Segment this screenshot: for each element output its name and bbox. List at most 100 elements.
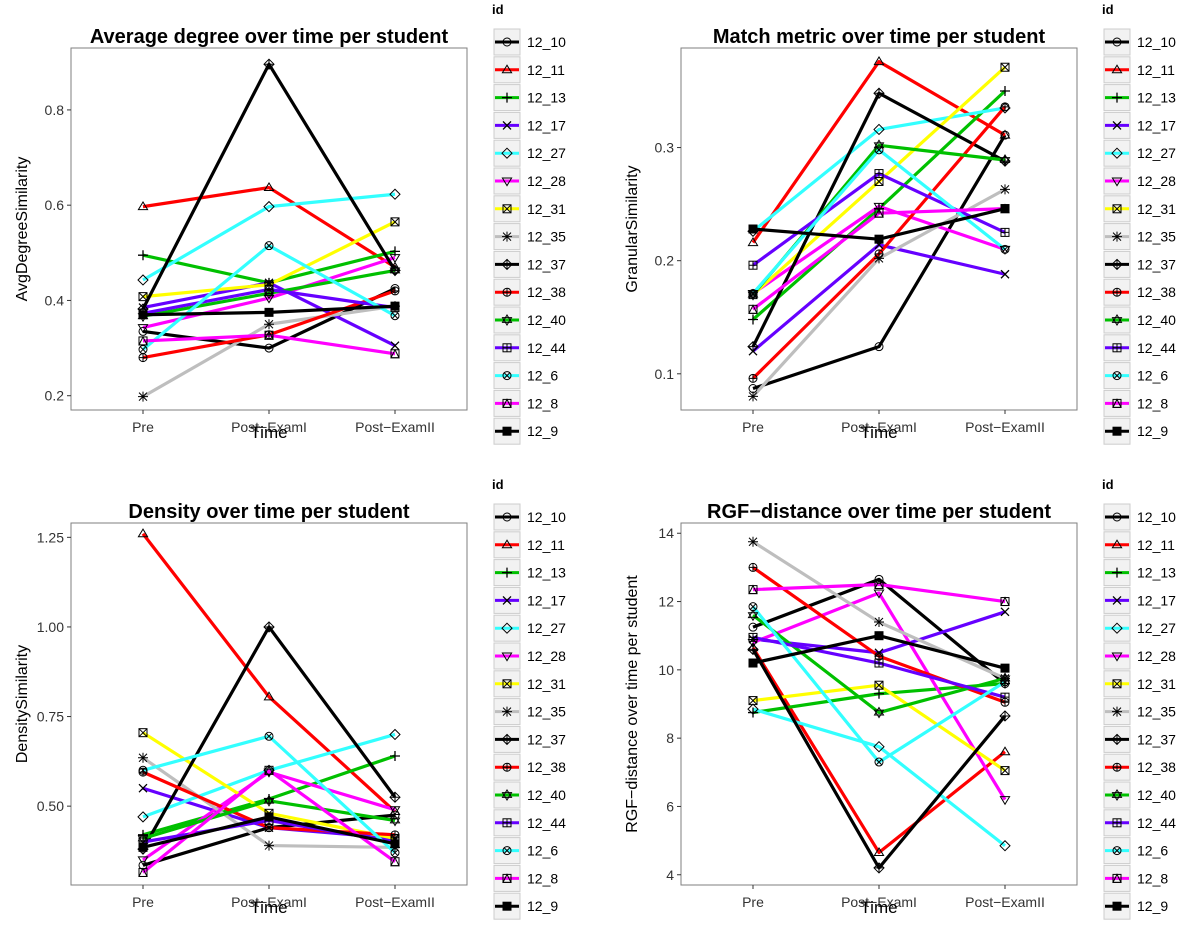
data-point-12_9 xyxy=(390,839,400,849)
legend-label: 12_8 xyxy=(1137,870,1168,886)
series-markers xyxy=(137,528,401,877)
data-point-12_8 xyxy=(264,765,274,775)
legend-item-12_10: 12_10 xyxy=(1103,28,1176,56)
legend-item-12_9: 12_9 xyxy=(493,417,558,445)
data-point-12_9 xyxy=(390,301,400,311)
legend-label: 12_10 xyxy=(527,509,566,525)
legend-item-12_35: 12_35 xyxy=(493,698,566,726)
data-point-12_27 xyxy=(389,188,401,200)
legend-label: 12_40 xyxy=(527,312,566,328)
series-line-12_10 xyxy=(752,577,1007,685)
legend-label: 12_28 xyxy=(1137,173,1176,189)
chart-panel-1: Average degree over time per student0.20… xyxy=(14,2,566,445)
plot-area xyxy=(680,522,1078,886)
data-point-12_27 xyxy=(389,728,401,741)
legend-item-12_44: 12_44 xyxy=(493,809,566,837)
data-point-12_10 xyxy=(264,343,274,353)
x-axis: Pre Post−ExamI Post−ExamII xyxy=(742,885,1045,910)
data-point-12_38 xyxy=(748,373,758,383)
legend-label: 12_28 xyxy=(1137,648,1176,664)
data-point-12_27 xyxy=(873,123,885,136)
legend-label: 12_28 xyxy=(527,173,566,189)
legend-item-12_9: 12_9 xyxy=(1103,417,1168,445)
data-point-12_38 xyxy=(874,249,884,259)
data-point-12_38 xyxy=(1000,102,1010,112)
data-point-12_8 xyxy=(1000,596,1010,607)
legend-item-12_38: 12_38 xyxy=(493,753,566,781)
legend-item-12_37: 12_37 xyxy=(493,250,566,278)
x-tick-label: Post−ExamI xyxy=(231,419,307,435)
series-line-12_40 xyxy=(752,613,1006,715)
legend-item-12_27: 12_27 xyxy=(493,614,566,642)
data-point-12_6 xyxy=(1000,244,1010,254)
data-point-12_8 xyxy=(264,330,274,340)
data-point-12_9 xyxy=(874,234,884,244)
data-point-12_13 xyxy=(390,750,400,761)
data-point-12_8 xyxy=(138,335,148,346)
x-tick-label: Pre xyxy=(742,419,764,435)
legend-item-12_13: 12_13 xyxy=(1103,84,1176,112)
data-point-12_13 xyxy=(138,250,148,261)
data-point-12_37 xyxy=(999,710,1011,722)
x-tick-label: Post−ExamII xyxy=(965,419,1045,435)
legend-title: id xyxy=(1102,477,1114,492)
data-point-12_8 xyxy=(748,304,758,314)
legend-label: 12_6 xyxy=(1137,843,1168,859)
legend-item-12_31: 12_31 xyxy=(493,195,566,223)
y-axis-title: DensitySimilarity xyxy=(14,645,31,763)
legend-item-12_35: 12_35 xyxy=(1103,223,1176,251)
legend-item-12_17: 12_17 xyxy=(493,111,566,139)
data-point-12_6 xyxy=(748,288,758,298)
legend-label: 12_38 xyxy=(527,284,566,300)
legend-item-12_38: 12_38 xyxy=(1103,278,1176,306)
data-point-12_17 xyxy=(138,783,148,793)
data-point-12_40 xyxy=(999,154,1011,166)
data-point-12_38 xyxy=(138,767,148,777)
chart-title: Match metric over time per student xyxy=(713,26,1046,48)
legend-label: 12_35 xyxy=(527,704,566,720)
data-point-12_8 xyxy=(390,856,400,867)
x-axis-title: Time xyxy=(250,423,287,442)
legend-label: 12_40 xyxy=(527,787,566,803)
x-tick-label: Post−ExamII xyxy=(355,894,435,910)
legend-label: 12_44 xyxy=(527,815,566,831)
data-point-12_6 xyxy=(874,757,884,767)
legend-item-12_35: 12_35 xyxy=(493,223,566,251)
legend-label: 12_13 xyxy=(527,565,566,581)
data-point-12_35 xyxy=(874,253,884,264)
data-point-12_8 xyxy=(874,579,884,589)
data-point-12_31 xyxy=(874,680,884,690)
legend-title: id xyxy=(492,2,504,17)
legend-item-12_17: 12_17 xyxy=(493,586,566,614)
y-tick-label: 0.6 xyxy=(45,197,65,213)
chart-title: RGF−distance over time per student xyxy=(707,501,1051,523)
legend-label: 12_17 xyxy=(1137,117,1176,133)
series-line-12_11 xyxy=(142,185,396,269)
data-point-12_38 xyxy=(748,562,758,572)
data-point-12_6 xyxy=(138,345,148,355)
legend-label: 12_31 xyxy=(1137,676,1176,692)
chart-title: Density over time per student xyxy=(128,501,410,523)
data-point-12_35 xyxy=(748,536,758,547)
legend-label: 12_37 xyxy=(1137,731,1176,747)
data-point-12_10 xyxy=(874,342,884,352)
legend-label: 12_11 xyxy=(1137,537,1175,553)
legend-item-12_44: 12_44 xyxy=(493,334,566,362)
data-point-12_11 xyxy=(873,56,885,66)
data-point-12_9 xyxy=(138,310,148,320)
chart-panel-2: Match metric over time per student 0.1 0.2… xyxy=(624,2,1176,445)
legend-item-12_27: 12_27 xyxy=(1103,614,1176,642)
legend-label: 12_37 xyxy=(527,256,566,272)
data-point-12_44 xyxy=(748,632,758,642)
data-point-12_31 xyxy=(748,696,758,706)
legend: id 12_10 12_11 12_13 12_17 12_27 12_28 12_31 12_… xyxy=(492,2,566,445)
legend-title: id xyxy=(1102,2,1114,17)
legend-label: 12_8 xyxy=(527,870,558,886)
legend-item-12_6: 12_6 xyxy=(1103,362,1168,390)
y-axis-title: RGF−distance over time per student xyxy=(624,575,641,833)
data-point-12_35 xyxy=(264,319,274,330)
legend-item-12_6: 12_6 xyxy=(1103,837,1168,865)
legend-item-12_11: 12_11 xyxy=(1103,531,1175,559)
legend-label: 12_40 xyxy=(1137,787,1176,803)
legend-item-12_28: 12_28 xyxy=(493,167,566,195)
